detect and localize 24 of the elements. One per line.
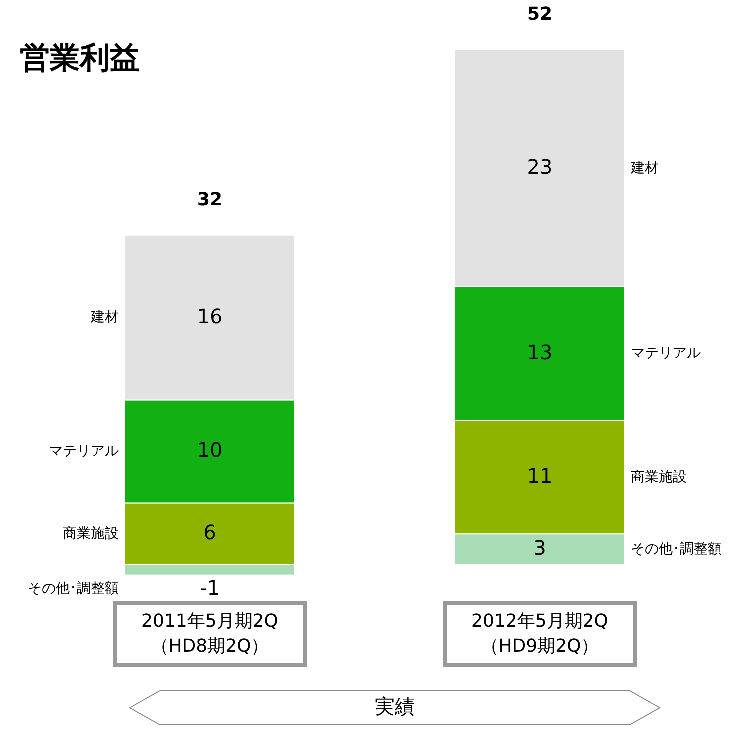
text: 建材 [631, 160, 659, 176]
total-label: 52 [527, 4, 553, 25]
series-label: その他･調整額 [631, 541, 722, 558]
data-label: 6 [204, 520, 216, 545]
x-tick-label: 2011年5月期2Q （HD8期2Q） [142, 610, 278, 657]
chart-title: 営業利益 [20, 41, 140, 76]
text: 商業施設 [631, 469, 687, 486]
data-label: 10 [197, 438, 223, 462]
data-label: 13 [527, 340, 553, 364]
total-label: 32 [197, 189, 223, 210]
data-label: 11 [527, 464, 553, 488]
series-label: 商業施設 [63, 526, 119, 542]
category-label: 2012年5月期2Q （HD9期2Q） [443, 601, 637, 667]
category-label: 2011年5月期2Q （HD8期2Q） [113, 601, 307, 667]
text: マテリアル [631, 346, 701, 362]
data-label: 16 [197, 304, 223, 328]
data-label: -1 [200, 576, 220, 600]
text: 実績 [375, 694, 415, 718]
series-label: マテリアル [49, 444, 119, 460]
data-label: 3 [534, 536, 546, 560]
series-label: 建材 [90, 310, 119, 326]
data-label: 23 [527, 154, 553, 179]
x-tick-label: 2012年5月期2Q （HD9期2Q） [472, 610, 608, 657]
text: その他･調整額 [28, 581, 119, 598]
